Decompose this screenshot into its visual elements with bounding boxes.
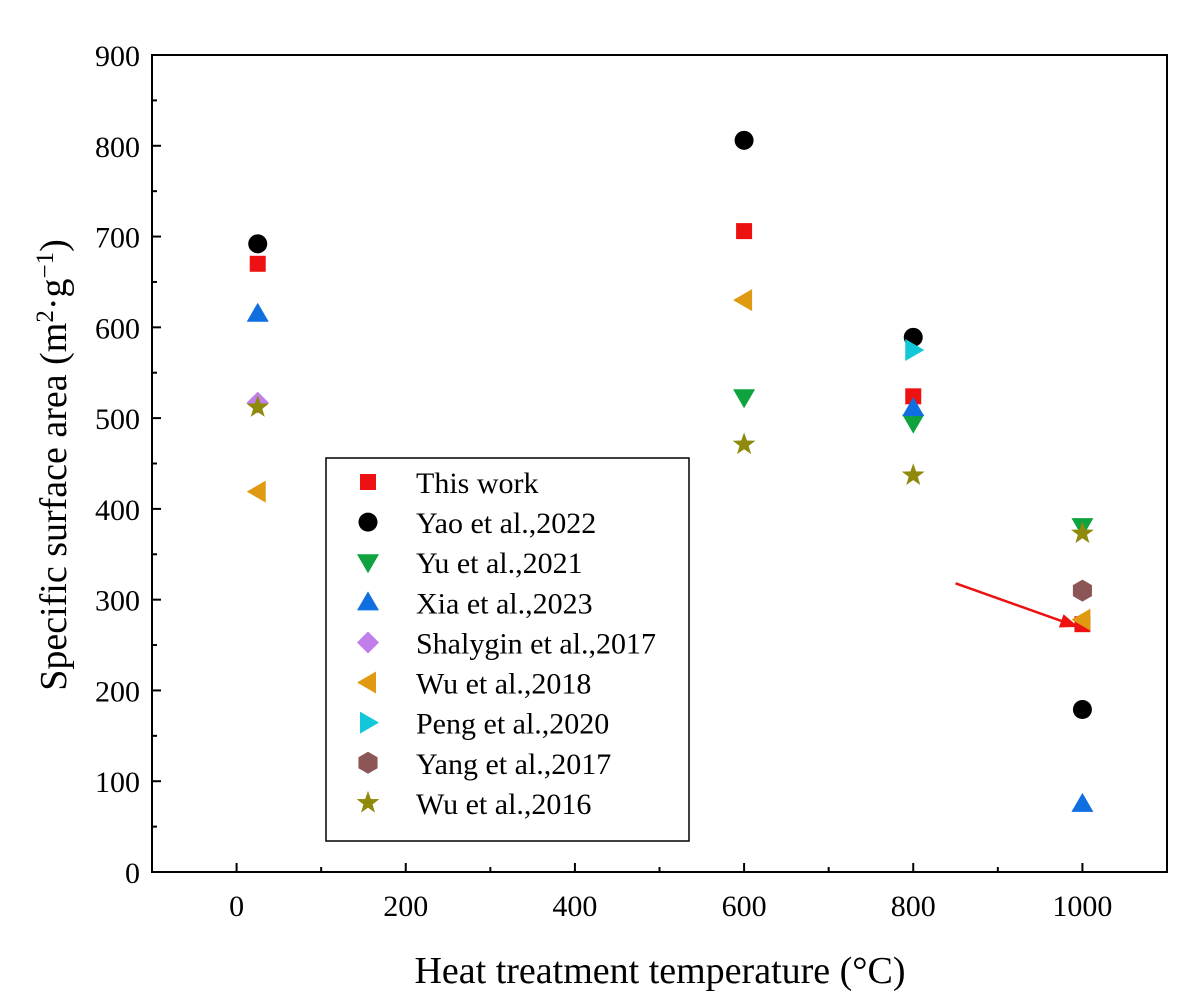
legend-marker [357,631,379,654]
legend-label: Yang et al.,2017 [416,748,611,781]
data-point [1071,792,1094,812]
legend-marker [358,751,378,774]
y-axis-label-sup1: 2 [32,310,59,323]
legend-label: Yu et al.,2021 [416,547,583,580]
data-point [1071,608,1091,631]
legend-label: Yao et al.,2022 [416,507,596,540]
legend-marker [356,790,380,813]
legend-label: Wu et al.,2018 [416,668,591,701]
x-tick-label: 1000 [1052,890,1112,923]
legend-label: Wu et al.,2016 [416,788,591,821]
y-tick-label: 300 [95,585,140,618]
y-tick-label: 600 [95,312,140,345]
x-tick-label: 400 [552,890,597,923]
series-yang-et-al-2017 [1072,579,1092,602]
legend-item: Wu et al.,2016 [356,788,591,821]
plot-layer: 0 100 200 300 400 500 600 700 800 900 0 200 400 600 80… [95,40,1168,923]
y-axis-label-sup2: −1 [32,252,59,279]
data-point [902,414,925,434]
data-point [905,339,925,362]
legend-item: Xia et al.,2023 [357,587,593,620]
legend-marker [360,711,379,734]
legend-item: Yao et al.,2022 [358,507,596,540]
legend: This work Yao et al.,2022 Yu et al.,2021 Xi… [325,457,690,842]
legend-item: Yang et al.,2017 [358,748,611,781]
series-xia-et-al-2023 [246,302,1094,812]
x-tick-label: 600 [722,890,767,923]
legend-box [325,457,690,842]
legend-marker [357,591,379,611]
legend-marker [360,474,376,490]
data-point [1071,521,1094,544]
data-point [733,389,756,409]
y-tick-label: 900 [95,40,140,73]
series-yao-et-al-2022 [248,130,1092,720]
y-tick-label: 200 [95,675,140,708]
legend-label: Xia et al.,2023 [416,587,593,620]
y-tick-label: 400 [95,494,140,527]
y-tick-label: 500 [95,403,140,436]
x-tick-label: 0 [229,890,244,923]
y-axis-label-mid: ·g [33,278,75,310]
arrow-shaft [955,582,1079,629]
data-point [246,302,269,322]
legend-label: Peng et al.,2020 [416,708,609,741]
y-axis-label-text: Specific surface area (m [33,323,75,691]
x-axis-label: Heat treatment temperature (°C) [414,950,905,992]
legend-item: This work [360,467,539,500]
legend-item: Wu et al.,2018 [357,668,591,701]
series-wu-et-al-2018 [246,289,1091,631]
y-tick-label: 700 [95,222,140,255]
legend-item: Yu et al.,2021 [357,547,583,580]
data-point [734,130,754,150]
data-point [902,397,925,417]
legend-marker [357,554,379,574]
legend-item: Peng et al.,2020 [360,708,609,741]
arrow-head [1058,614,1079,628]
legend-marker [357,671,376,694]
data-point [736,223,753,240]
data-point [901,463,925,486]
x-tick-label: 200 [383,890,428,923]
annotation-arrow [955,582,1079,629]
y-axis-label-end: ) [33,239,75,252]
y-tick-label: 100 [95,766,140,799]
series-peng-et-al-2020 [905,339,925,362]
data-point [733,289,753,312]
data-point [248,234,268,254]
series-wu-et-al-2016 [246,395,1094,544]
y-tick-label: 0 [125,857,140,890]
legend-label: Shalygin et al.,2017 [416,627,656,660]
data-point [905,388,922,405]
legend-marker [358,512,378,532]
legend-item: Shalygin et al.,2017 [357,627,656,660]
y-tick-label: 800 [95,131,140,164]
y-axis-label: Specific surface area (m2·g−1) [32,239,76,691]
legend-label: This work [416,467,539,500]
data-point [246,395,270,417]
data-point [732,432,756,455]
data-point [1072,579,1092,602]
data-point [246,480,266,503]
data-point [1072,700,1092,720]
data-point [249,255,266,272]
x-tick-label: 800 [891,890,936,923]
